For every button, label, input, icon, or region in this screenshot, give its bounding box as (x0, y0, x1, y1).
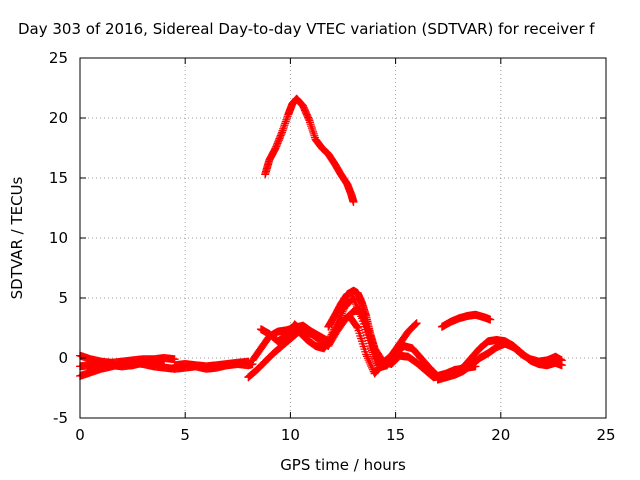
data-point (557, 356, 566, 365)
data-series-9 (324, 286, 383, 368)
chart-title: Day 303 of 2016, Sidereal Day-to-day VTE… (18, 20, 595, 38)
y-tick-label: 0 (58, 349, 68, 367)
data-point (365, 358, 374, 367)
x-axis-label: GPS time / hours (280, 456, 406, 474)
x-tick-label: 15 (386, 426, 405, 444)
y-tick-label: 10 (49, 229, 68, 247)
data-point (349, 198, 358, 206)
data-point (368, 363, 377, 372)
data-series (76, 94, 566, 384)
x-tick-label: 0 (75, 426, 85, 444)
data-point (352, 322, 361, 331)
data-series-10 (261, 94, 358, 206)
y-tick-label: 25 (49, 49, 68, 67)
data-point (364, 356, 373, 365)
data-series-13 (433, 339, 566, 384)
data-point (366, 360, 375, 368)
data-point (363, 354, 372, 363)
x-tick-label: 10 (281, 426, 300, 444)
data-point (411, 320, 420, 329)
x-tick-label: 20 (491, 426, 510, 444)
data-point (362, 352, 371, 361)
data-point (412, 319, 421, 328)
data-point (410, 320, 419, 329)
data-point (374, 360, 383, 368)
data-series-5 (170, 360, 257, 373)
y-tick-label: -5 (53, 409, 68, 427)
data-point (362, 350, 371, 359)
y-tick-label: 5 (58, 289, 68, 307)
axis-ticks: 0 5 10 15 20 25 -5 0 5 10 15 20 25 (49, 49, 616, 444)
y-tick-label: 15 (49, 169, 68, 187)
data-point (486, 315, 495, 324)
data-series-3 (76, 358, 169, 371)
x-tick-label: 25 (596, 426, 615, 444)
data-point (367, 361, 376, 370)
x-tick-label: 5 (180, 426, 190, 444)
data-point (160, 361, 169, 370)
y-axis-label: SDTVAR / TECUs (8, 176, 26, 299)
data-series-11 (437, 310, 495, 331)
y-tick-label: 20 (49, 109, 68, 127)
